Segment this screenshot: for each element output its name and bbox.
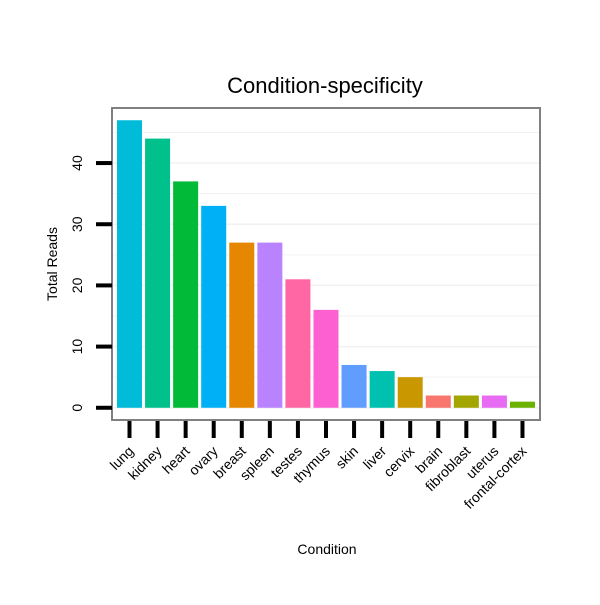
chart-title: Condition-specificity <box>227 73 423 98</box>
bar-frontal-cortex <box>509 401 535 408</box>
bar-liver <box>369 371 395 408</box>
bar-lung <box>117 120 142 408</box>
bar-fibroblast <box>453 395 479 408</box>
bar-cervix <box>397 377 423 408</box>
bar-skin <box>341 364 367 408</box>
y-axis: 0 10 20 30 40 <box>69 155 112 412</box>
bar-testes <box>285 279 311 408</box>
bar-kidney <box>145 138 171 408</box>
bars <box>117 120 535 408</box>
y-tick-label: 0 <box>69 404 85 412</box>
y-tick-label: 40 <box>69 155 85 171</box>
bar-thymus <box>313 309 339 408</box>
bar-ovary <box>201 205 227 408</box>
bar-spleen <box>257 242 283 408</box>
y-tick-label: 10 <box>69 339 85 355</box>
bar-breast <box>229 242 255 408</box>
bar-uterus <box>481 395 507 408</box>
bar-heart <box>173 181 199 408</box>
x-tick-label-heart: heart <box>159 443 193 477</box>
y-tick-label: 30 <box>69 216 85 232</box>
y-axis-title: Total Reads <box>44 227 60 301</box>
bar-brain <box>425 395 451 408</box>
x-tick-label-cervix: cervix <box>380 443 417 480</box>
y-tick-label: 20 <box>69 277 85 293</box>
x-tick-label-skin: skin <box>332 443 361 472</box>
x-axis-title: Condition <box>297 541 356 557</box>
x-axis: lungkidneyheartovarybreastspleentestesth… <box>107 421 530 512</box>
